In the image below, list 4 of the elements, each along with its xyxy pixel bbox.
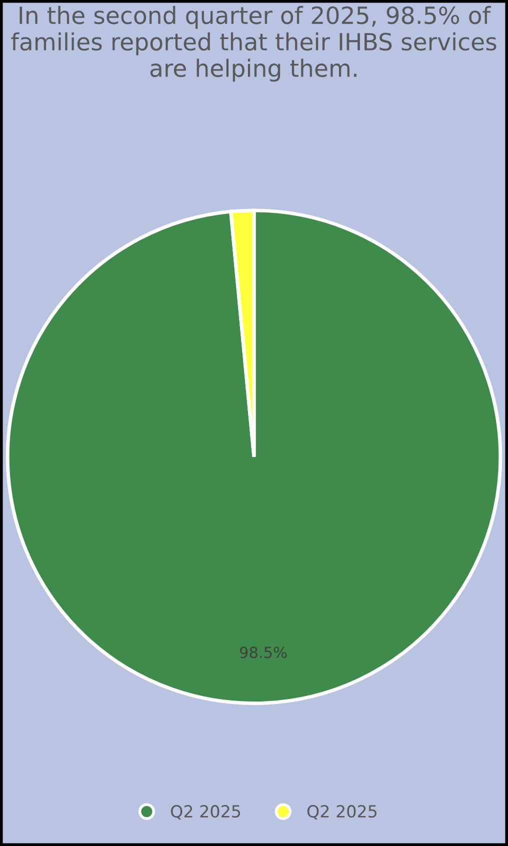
data-label: 98.5% <box>240 646 287 658</box>
legend-label: Q2 2025 <box>170 805 240 820</box>
legend-label: Q2 2025 <box>307 805 376 820</box>
chart-title: In the second quarter of 2025, 98.5% of families reported that their IHBS services are helping them. <box>11 6 496 82</box>
